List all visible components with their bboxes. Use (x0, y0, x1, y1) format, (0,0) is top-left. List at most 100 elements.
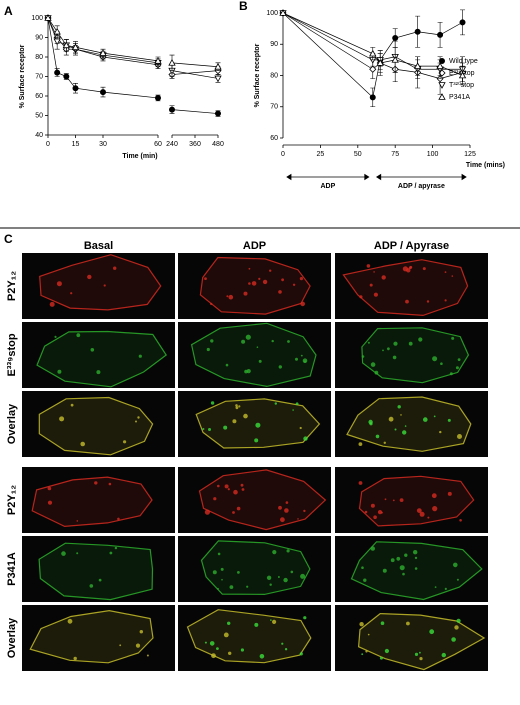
cell-puncta (406, 268, 411, 273)
cell-puncta (269, 269, 272, 272)
x-axis-label: Time (min) (122, 153, 157, 160)
data-point (392, 35, 399, 42)
cell-puncta (232, 419, 237, 424)
micrograph-background (22, 605, 175, 671)
cell-puncta (419, 651, 421, 654)
cell-puncta (295, 357, 298, 361)
cell-puncta (236, 506, 241, 511)
micrograph-background (335, 253, 488, 319)
micrograph (335, 605, 488, 671)
cell-puncta (57, 369, 62, 374)
cell-puncta (368, 419, 373, 425)
cell-puncta (373, 271, 375, 273)
cell-outline (200, 540, 311, 596)
x-tick-label: 240 (166, 141, 178, 148)
cell-puncta (274, 402, 277, 405)
cell-puncta (204, 509, 210, 515)
cell-puncta (108, 482, 112, 486)
cell-puncta (303, 360, 307, 363)
cell-puncta (284, 508, 289, 513)
series-line (47, 17, 159, 99)
cell-puncta (284, 648, 288, 651)
cell-puncta (432, 506, 438, 512)
cell-puncta (47, 486, 52, 491)
cell-puncta (381, 275, 386, 280)
x-tick-label: 100 (427, 151, 439, 158)
cell-puncta (266, 575, 272, 580)
cell-puncta (361, 653, 364, 656)
cell-puncta (227, 621, 231, 625)
cell-puncta (457, 434, 462, 439)
cell-puncta (297, 518, 299, 520)
row-label: P341A (6, 552, 18, 586)
cell-puncta (397, 405, 401, 409)
cell-puncta (451, 637, 456, 642)
cell-puncta (449, 372, 453, 376)
data-point (99, 49, 107, 56)
cell-puncta (277, 576, 280, 578)
cell-puncta (408, 341, 413, 346)
row-label: Overlay (6, 617, 18, 658)
cell-puncta (217, 587, 219, 590)
cell-puncta (146, 654, 149, 657)
cell-puncta (414, 556, 418, 560)
cell-puncta (366, 264, 371, 268)
cell-puncta (119, 644, 122, 647)
micrograph (178, 467, 331, 533)
cell-puncta (370, 546, 375, 551)
y-tick-label: 70 (35, 73, 43, 80)
micrograph (22, 322, 175, 388)
micrograph (22, 391, 175, 457)
cell-puncta (363, 578, 367, 582)
cell-puncta (241, 339, 246, 344)
cell-puncta (232, 511, 235, 514)
cell-puncta (272, 550, 277, 555)
y-axis-label: % Surface receptor (19, 44, 26, 108)
micrograph-background (178, 605, 331, 671)
cell-puncta (456, 618, 461, 623)
cell-puncta (434, 586, 437, 588)
x-tick-label: 25 (317, 151, 325, 158)
cell-puncta (359, 295, 363, 299)
cell-puncta (238, 405, 241, 408)
data-point (71, 43, 80, 51)
cell-puncta (98, 578, 102, 582)
cell-outline (361, 327, 470, 384)
cell-puncta (59, 416, 65, 422)
cell-puncta (384, 498, 387, 501)
cell-puncta (61, 551, 66, 556)
cell-puncta (396, 556, 401, 561)
annotation-arrow (376, 173, 467, 181)
cell-puncta (235, 406, 239, 410)
cell-puncta (303, 616, 307, 620)
cell-puncta (76, 333, 81, 338)
cell-puncta (113, 266, 117, 270)
cell-puncta (123, 440, 127, 444)
y-tick-label: 60 (35, 93, 43, 100)
panel-label: A (4, 4, 13, 18)
x-tick-label: 60 (154, 141, 162, 148)
cell-puncta (303, 436, 308, 441)
micrograph (178, 391, 331, 457)
y-tick-label: 70 (270, 104, 278, 111)
cell-puncta (243, 291, 248, 296)
data-point (53, 38, 61, 46)
y-tick-label: 100 (266, 10, 278, 17)
cell-outline (357, 612, 486, 671)
cell-puncta (73, 656, 77, 661)
cell-puncta (399, 565, 405, 571)
column-header: ADP (243, 240, 266, 252)
cell-puncta (210, 401, 215, 405)
panel-label: B (239, 0, 248, 13)
cell-outline (38, 542, 154, 601)
data-point (369, 94, 376, 101)
cell-puncta (206, 347, 210, 352)
micrograph (178, 322, 331, 388)
micrograph (178, 253, 331, 319)
cell-puncta (49, 301, 55, 307)
micrograph-background (178, 253, 331, 319)
cell-puncta (388, 416, 394, 422)
cell-puncta (456, 578, 459, 581)
cell-puncta (373, 515, 377, 519)
cell-puncta (47, 500, 53, 505)
